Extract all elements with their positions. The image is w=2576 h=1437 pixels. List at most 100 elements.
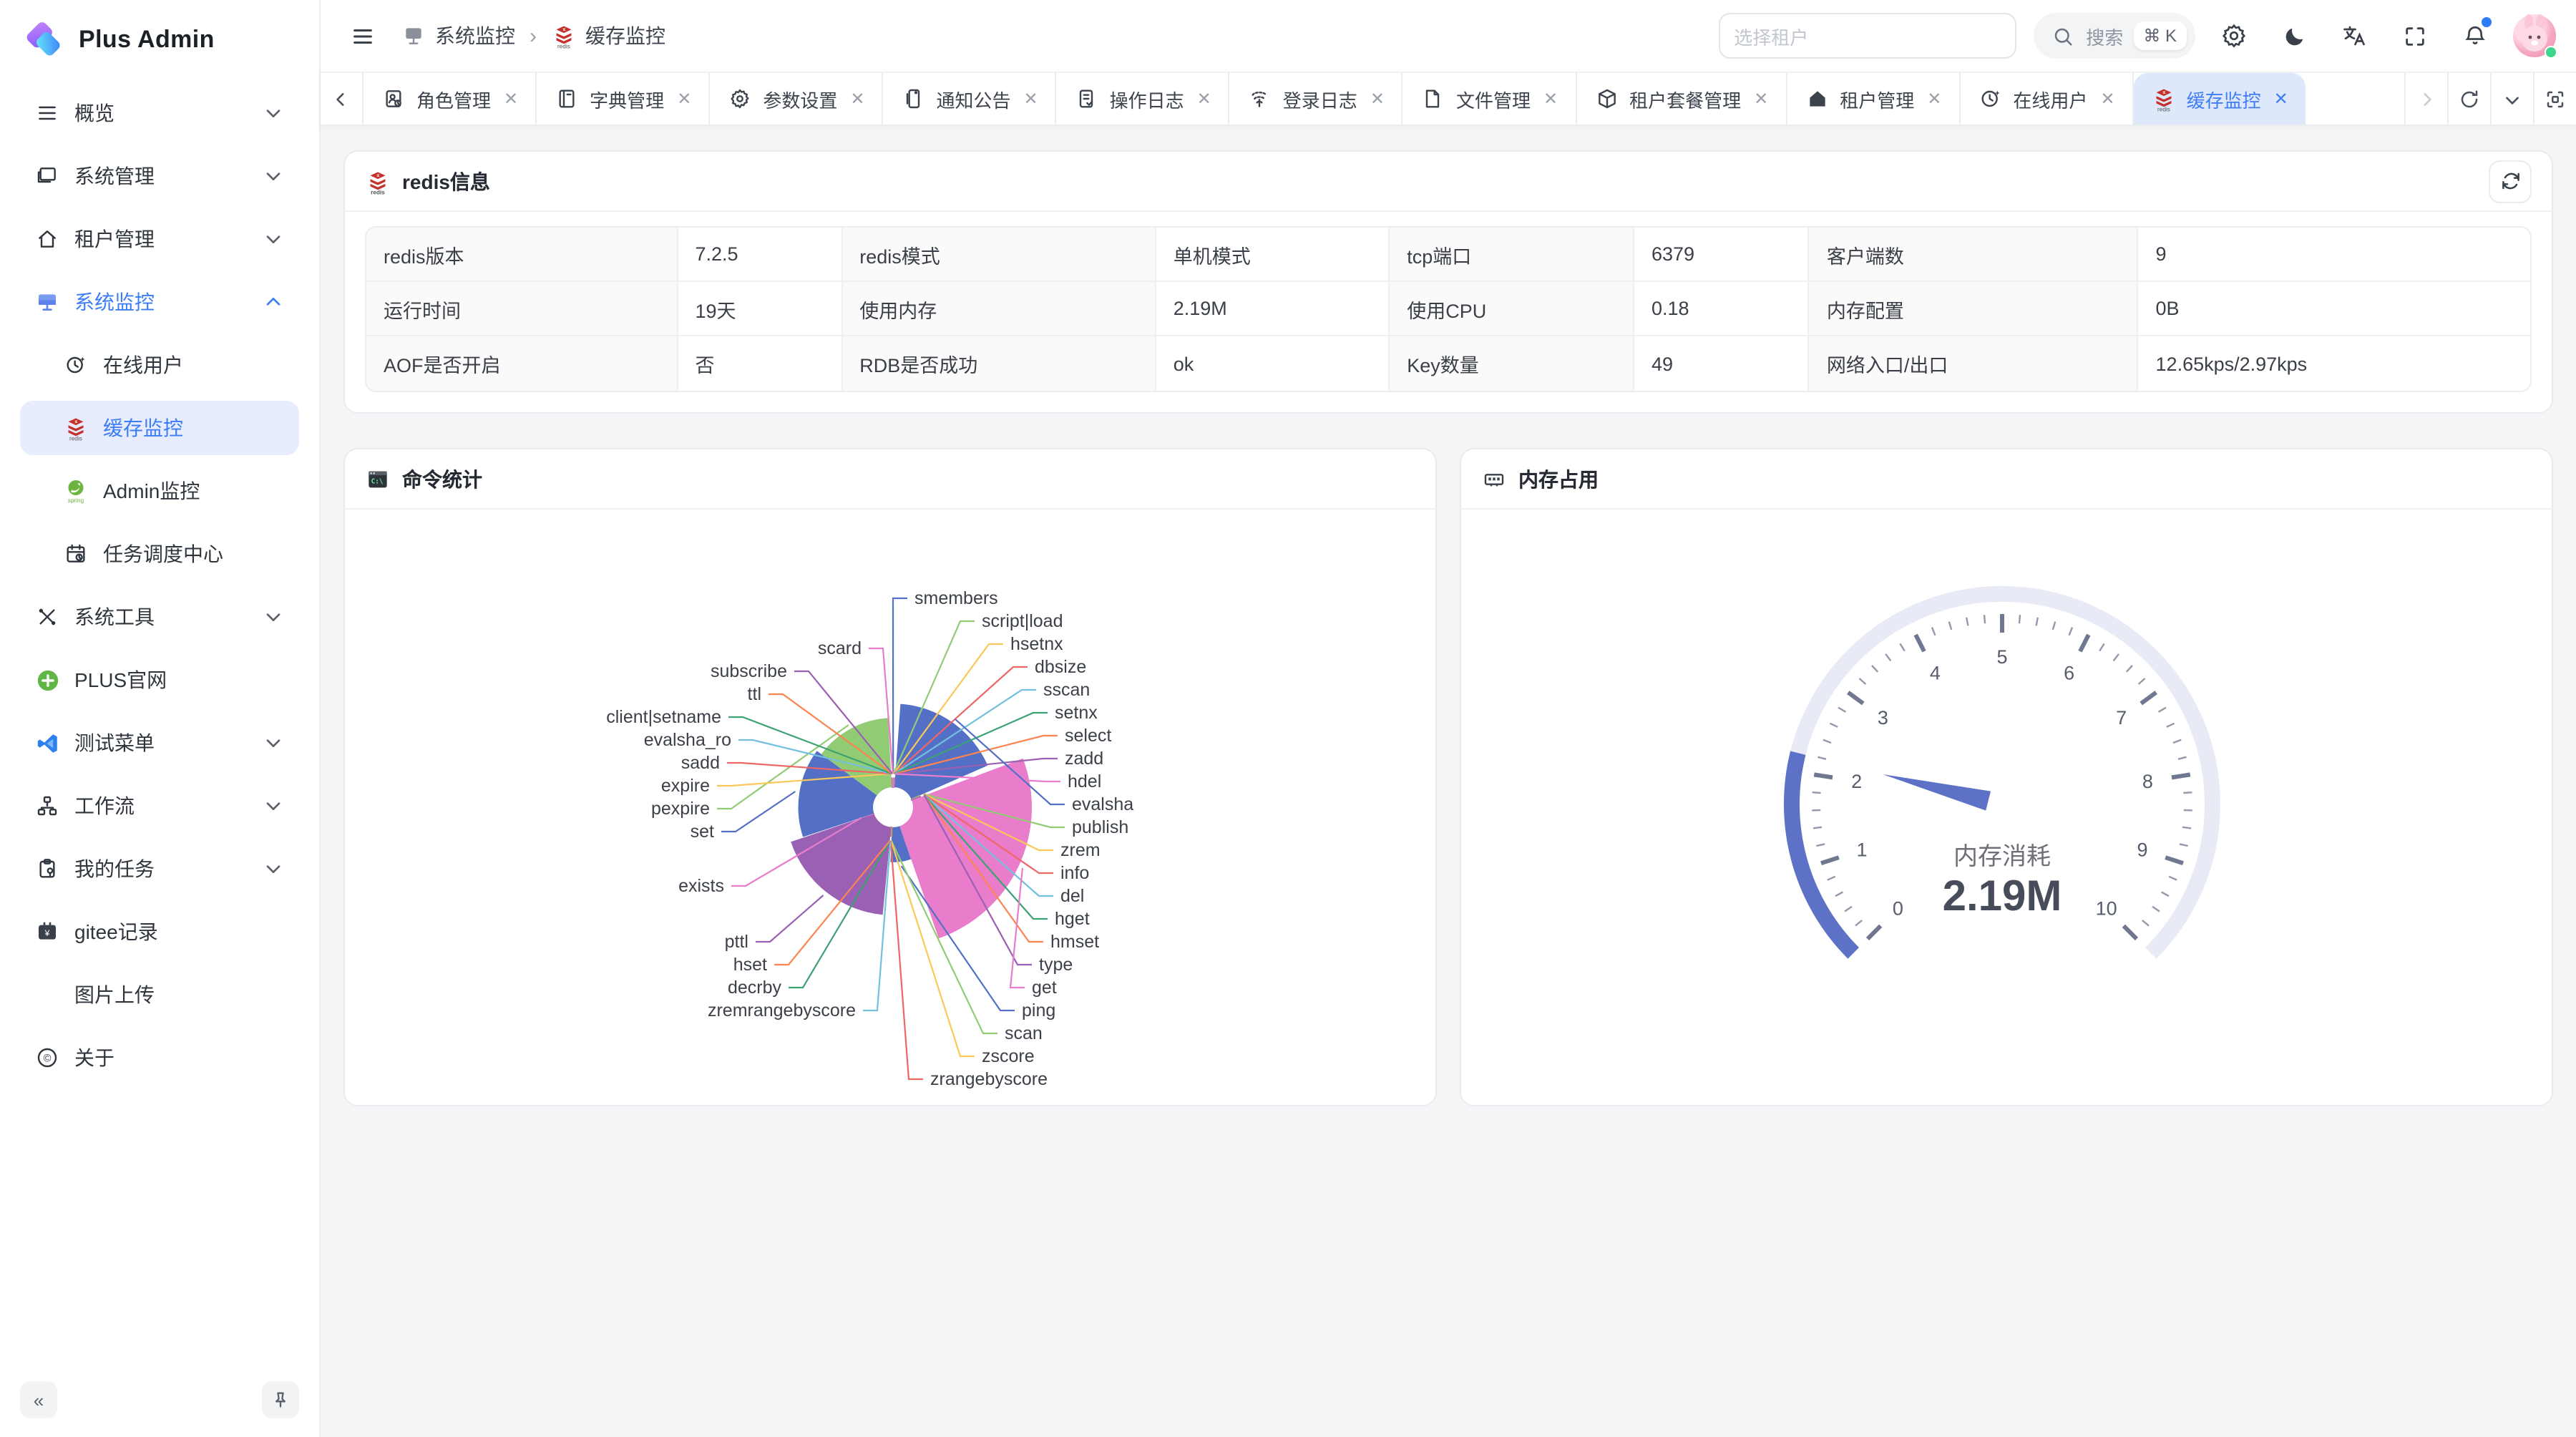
breadcrumb-item-缓存监控[interactable]: redis 缓存监控 bbox=[551, 21, 665, 50]
spring-icon: spring bbox=[63, 478, 89, 504]
clipboard-icon bbox=[34, 856, 60, 882]
tab-close-icon[interactable]: ✕ bbox=[1754, 89, 1769, 109]
sidebar-item-我的任务[interactable]: 我的任务 bbox=[20, 842, 299, 896]
sidebar-item-Admin监控[interactable]: spring Admin监控 bbox=[20, 464, 299, 518]
tab-字典管理[interactable]: 字典管理 ✕ bbox=[537, 73, 711, 125]
settings-gear-icon[interactable] bbox=[2212, 14, 2255, 57]
info-value-AOF是否开启: 否 bbox=[678, 336, 843, 391]
command-stats-header: C:\ 命令统计 bbox=[345, 449, 1435, 510]
tab-close-icon[interactable]: ✕ bbox=[1370, 89, 1385, 109]
sidebar-collapse-button[interactable]: « bbox=[20, 1381, 57, 1418]
tab-close-icon[interactable]: ✕ bbox=[1927, 89, 1942, 109]
role-icon bbox=[381, 86, 406, 112]
notifications-bell-icon[interactable] bbox=[2453, 14, 2496, 57]
info-value-客户端数: 9 bbox=[2138, 228, 2530, 282]
global-search[interactable]: 搜索 ⌘ K bbox=[2033, 13, 2195, 59]
sidebar-pin-button[interactable] bbox=[262, 1381, 299, 1418]
sidebar-item-概览[interactable]: 概览 bbox=[20, 86, 299, 140]
dark-mode-moon-icon[interactable] bbox=[2273, 14, 2316, 57]
svg-text:publish: publish bbox=[1072, 817, 1128, 837]
sidebar-item-工作流[interactable]: 工作流 bbox=[20, 779, 299, 833]
tab-close-icon[interactable]: ✕ bbox=[2273, 89, 2288, 109]
tab-操作日志[interactable]: 操作日志 ✕ bbox=[1057, 73, 1230, 125]
tabs-more-chevron-button[interactable] bbox=[2490, 73, 2533, 125]
memory-usage-gauge-chart[interactable]: 0 1 2 3 4 5 6 7 8 9 10 内存消耗 2.19M bbox=[1461, 510, 2552, 1105]
svg-text:hsetnx: hsetnx bbox=[1010, 634, 1063, 654]
tab-角色管理[interactable]: 角色管理 ✕ bbox=[364, 73, 537, 125]
tab-label: 在线用户 bbox=[2013, 89, 2088, 111]
svg-text:info: info bbox=[1060, 863, 1089, 883]
tab-租户管理[interactable]: 租户管理 ✕ bbox=[1787, 73, 1961, 125]
redis-info-card: redis redis信息 redis版本 7.2.5 redis模式 单机模式 tcp… bbox=[343, 150, 2553, 414]
redis-icon: redis bbox=[2151, 86, 2177, 112]
fullscreen-icon[interactable] bbox=[2393, 14, 2436, 57]
translate-icon[interactable] bbox=[2333, 14, 2376, 57]
sidebar-item-租户管理[interactable]: 租户管理 bbox=[20, 212, 299, 266]
info-value-使用CPU: 0.18 bbox=[1634, 282, 1810, 336]
tab-在线用户[interactable]: 在线用户 ✕ bbox=[1960, 73, 2134, 125]
tab-close-icon[interactable]: ✕ bbox=[1196, 89, 1211, 109]
tabs-scroll-right-button[interactable] bbox=[2404, 73, 2447, 125]
svg-text:spring: spring bbox=[68, 497, 84, 504]
tab-文件管理[interactable]: 文件管理 ✕ bbox=[1403, 73, 1577, 125]
package-icon bbox=[1594, 86, 1619, 112]
sidebar-item-任务调度中心[interactable]: 任务调度中心 bbox=[20, 527, 299, 581]
content-fullscreen-button[interactable] bbox=[2533, 73, 2576, 125]
svg-text:10: 10 bbox=[2096, 898, 2117, 920]
sidebar-item-在线用户[interactable]: 在线用户 bbox=[20, 338, 299, 392]
tab-close-icon[interactable]: ✕ bbox=[677, 89, 692, 109]
sidebar-item-测试菜单[interactable]: 测试菜单 bbox=[20, 716, 299, 770]
logo-icon bbox=[23, 19, 66, 62]
sidebar-item-label: 图片上传 bbox=[74, 983, 155, 1006]
sidebar-item-系统工具[interactable]: 系统工具 bbox=[20, 590, 299, 644]
tab-缓存监控[interactable]: redis 缓存监控 ✕ bbox=[2133, 73, 2306, 125]
info-label-内存配置: 内存配置 bbox=[1809, 282, 2139, 336]
svg-text:3: 3 bbox=[1878, 707, 1888, 729]
redis-icon: redis bbox=[365, 168, 391, 194]
svg-text:redis: redis bbox=[69, 435, 82, 441]
user-avatar[interactable] bbox=[2513, 14, 2557, 59]
tab-通知公告[interactable]: 通知公告 ✕ bbox=[883, 73, 1057, 125]
sidebar-item-label: PLUS官网 bbox=[74, 668, 167, 691]
book-icon bbox=[554, 86, 580, 112]
tab-close-icon[interactable]: ✕ bbox=[2100, 89, 2115, 109]
tab-close-icon[interactable]: ✕ bbox=[1023, 89, 1038, 109]
calendar-icon bbox=[63, 541, 89, 567]
sidebar-item-label: 缓存监控 bbox=[103, 417, 183, 439]
tab-close-icon[interactable]: ✕ bbox=[850, 89, 865, 109]
info-value-redis版本: 7.2.5 bbox=[678, 228, 843, 282]
sidebar-item-关于[interactable]: © 关于 bbox=[20, 1031, 299, 1085]
breadcrumb-item-系统监控[interactable]: 系统监控 bbox=[401, 21, 515, 50]
sidebar-item-PLUS官网[interactable]: PLUS官网 bbox=[20, 653, 299, 707]
tab-登录日志[interactable]: 登录日志 ✕ bbox=[1230, 73, 1403, 125]
logo[interactable]: Plus Admin bbox=[0, 0, 319, 80]
vscode-icon bbox=[34, 730, 60, 756]
sidebar-item-label: 测试菜单 bbox=[74, 731, 155, 754]
svg-text:9: 9 bbox=[2137, 839, 2147, 861]
command-stats-rose-chart[interactable]: smembers script|load hsetnx dbsize sscan setn… bbox=[345, 510, 1435, 1105]
tab-租户套餐管理[interactable]: 租户套餐管理 ✕ bbox=[1576, 73, 1787, 125]
sidebar-item-缓存监控[interactable]: redis 缓存监控 bbox=[20, 401, 299, 455]
search-shortcut: ⌘ K bbox=[2133, 21, 2187, 50]
sidebar-item-系统监控[interactable]: 系统监控 bbox=[20, 275, 299, 329]
monitor-icon bbox=[34, 163, 60, 189]
terminal-icon: C:\ bbox=[365, 466, 391, 492]
sidebar-item-系统管理[interactable]: 系统管理 bbox=[20, 149, 299, 203]
tenant-select-input[interactable]: 选择租户 bbox=[1718, 13, 2016, 59]
hamburger-menu-icon[interactable] bbox=[341, 14, 384, 57]
redis-icon: redis bbox=[63, 415, 89, 441]
sidebar-item-gitee记录[interactable]: ¥ gitee记录 bbox=[20, 905, 299, 959]
svg-text:get: get bbox=[1032, 978, 1057, 998]
svg-text:setnx: setnx bbox=[1055, 703, 1098, 723]
content: redis redis信息 redis版本 7.2.5 redis模式 单机模式 tcp… bbox=[321, 125, 2576, 1437]
refresh-button[interactable] bbox=[2489, 160, 2532, 203]
tabs-refresh-button[interactable] bbox=[2447, 73, 2490, 125]
tab-参数设置[interactable]: 参数设置 ✕ bbox=[710, 73, 884, 125]
tab-label: 参数设置 bbox=[763, 89, 838, 111]
tab-close-icon[interactable]: ✕ bbox=[504, 89, 519, 109]
tab-close-icon[interactable]: ✕ bbox=[1543, 89, 1558, 109]
gear-icon bbox=[727, 86, 753, 112]
tabs-scroll-left-button[interactable] bbox=[321, 73, 364, 125]
svg-text:ping: ping bbox=[1022, 1000, 1055, 1020]
sidebar-item-图片上传[interactable]: 图片上传 bbox=[20, 968, 299, 1022]
